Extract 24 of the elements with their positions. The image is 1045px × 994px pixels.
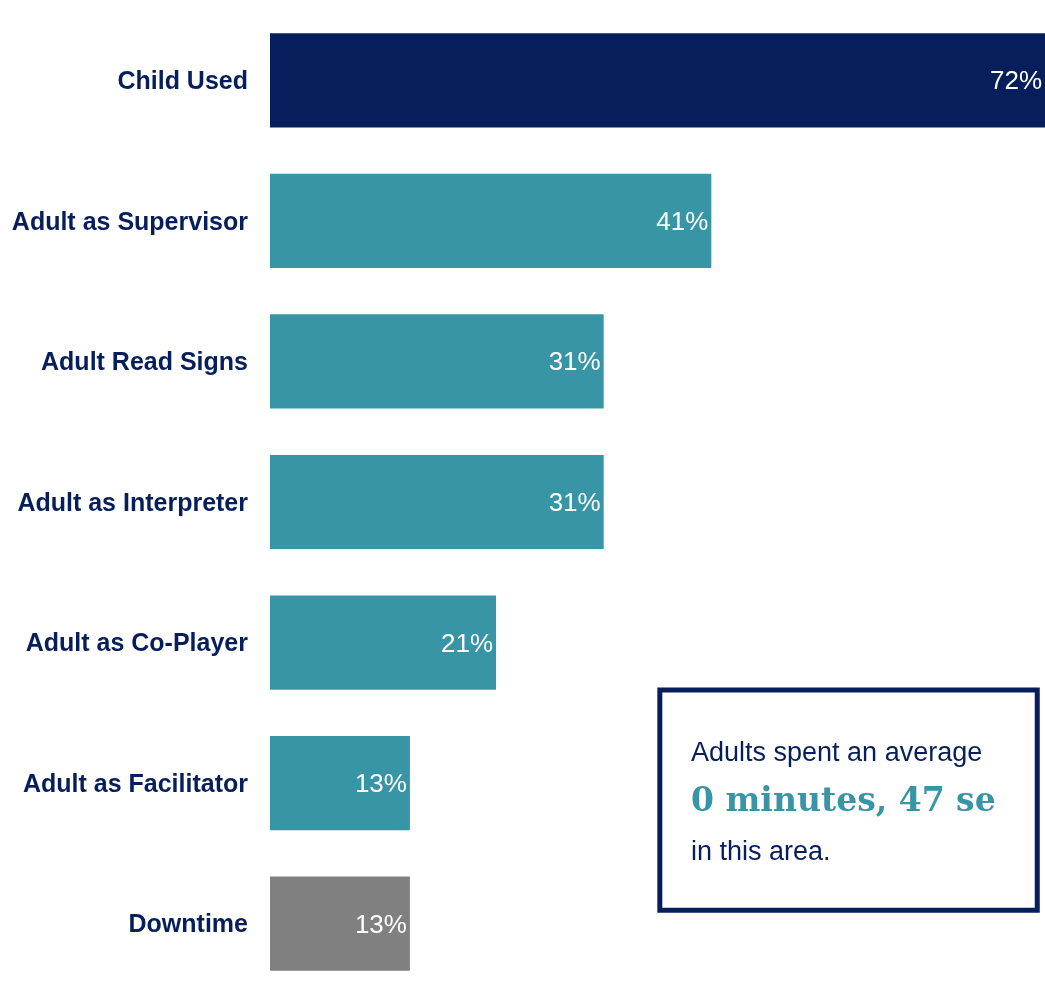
data-label: 13% [354,908,407,939]
data-label: 31% [548,346,601,377]
bar [270,173,712,268]
y-tick-label: Adult as Facilitator [22,768,249,797]
bar [270,314,604,409]
data-label: 41% [656,205,709,236]
bar [270,595,497,690]
data-label: 72% [989,65,1042,96]
annotation: Adults spent an average [691,737,983,767]
y-tick-label: Adult as Co-Player [25,628,249,657]
y-tick-label: Adult Read Signs [41,347,248,376]
data-label: 21% [440,627,494,658]
bar [270,736,410,831]
bar [270,454,604,550]
bar [270,33,1045,128]
y-tick-label: Child Used [117,66,248,95]
data-label: 13% [354,768,407,799]
annotation: in this area. [691,836,831,866]
y-tick-label: Adult as Supervisor [11,206,249,235]
annotation: 0 minutes, 47 se [691,780,996,819]
y-tick-label: Downtime [128,909,249,938]
bar [270,876,410,971]
data-label: 31% [548,487,601,517]
y-tick-label: Adult as Interpreter [17,487,249,516]
